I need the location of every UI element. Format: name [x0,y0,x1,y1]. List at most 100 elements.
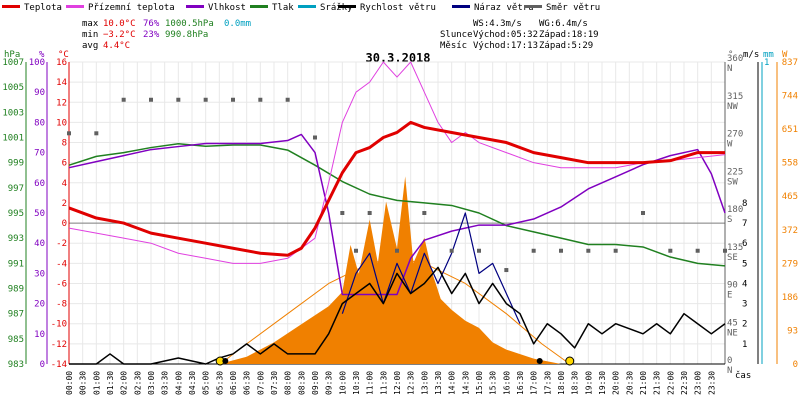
temperature-tick-label: 12 [56,98,67,108]
direction-tick-label: 135 [727,243,743,253]
humidity-tick-label: 80 [34,118,45,128]
stats-max-press: 1000.5hPa [165,19,214,29]
legend-label: Teplota [24,3,62,13]
astro-block: WS:4.3m/s WG:6.4m/s Slunce Východ:05:32 … [440,19,599,51]
x-tick-label: 05:00 [202,371,211,395]
pressure-tick-label: 999 [8,159,24,169]
solar-tick-label: 465 [782,192,798,202]
temperature-tick-label: 8 [62,139,67,149]
wind-direction-point [176,97,181,102]
wind-direction-point [695,248,700,253]
x-tick-label: 17:30 [543,371,552,395]
wind-direction-point [367,211,372,215]
wind-direction-point [723,248,727,253]
solar-tick-label: 279 [782,259,798,269]
solar-tick-label: 651 [782,125,798,135]
pressure-tick-label: 1007 [2,58,24,68]
wind-direction-point [641,211,645,215]
wind-direction-point [449,248,454,253]
legend-swatch [2,5,20,8]
solar-tick-label: 558 [782,159,798,169]
direction-tick-name: NE [727,328,738,338]
legend-label: Náraz větru [474,3,534,13]
legend-swatch [186,5,204,8]
stats-max-temp: 10.0°C [103,19,136,29]
sunset-marker [565,356,575,366]
x-tick-label: 14:00 [448,371,457,395]
x-tick-label: 02:00 [120,371,129,395]
pressure-tick-label: 1003 [2,108,24,118]
humidity-tick-label: 70 [34,149,45,159]
unit-rain: mm [763,50,774,60]
wind-tick-label: 3 [742,300,747,310]
stats-avg-temp: 4.4°C [103,41,130,51]
wind-tick-label: 8 [742,199,747,209]
plot-area [67,61,727,366]
wind-direction-point [477,248,481,253]
humidity-tick-label: 10 [34,330,45,340]
direction-tick-name: S [727,215,732,225]
wind-direction-point [258,97,263,102]
unit-direction: ° [728,50,733,60]
legend-swatch [452,5,470,8]
direction-tick-name: SE [727,253,738,263]
unit-humidity: % [39,50,45,60]
wind-tick-label: 4 [742,279,747,289]
x-tick-label: 03:00 [147,371,156,395]
direction-tick-name: NW [727,102,738,112]
humidity-tick-label: 90 [34,88,45,98]
x-tick-label: 23:30 [707,371,716,395]
legend-label: Směr větru [546,3,600,13]
wind-direction-point [559,248,563,253]
stats-min-temp: −3.2°C [103,30,136,40]
wind-direction-point [121,97,126,102]
solar-tick-label: 93 [787,326,798,336]
x-tick-label: 09:00 [311,371,320,395]
legend-swatch [66,5,84,8]
solar-tick-label: 372 [782,226,798,236]
x-tick-label: 17:00 [530,371,539,395]
x-tick-label: 16:00 [502,371,511,395]
unit-time: čas [735,370,751,381]
pressure-tick-label: 987 [8,310,24,320]
x-tick-label: 02:30 [133,371,142,395]
x-tick-label: 19:00 [584,371,593,395]
humidity-tick-label: 30 [34,269,45,279]
x-tick-label: 14:30 [461,371,470,395]
temperature-tick-label: -10 [51,320,67,330]
humidity-tick-label: 60 [34,179,45,189]
temperature-tick-label: -14 [51,360,67,370]
wind-ws: WS:4.3m/s [473,19,522,29]
unit-temperature: °C [58,50,69,60]
direction-tick-label: 225 [727,167,743,177]
pressure-tick-label: 985 [8,335,24,345]
x-tick-label: 12:00 [393,371,402,395]
x-tick-label: 10:00 [338,371,347,395]
x-tick-label: 21:00 [639,371,648,395]
x-tick-label: 20:30 [625,371,634,395]
stats-min-hum: 23% [143,30,160,40]
wind-direction-point [313,135,317,140]
sun-set: Západ:18:19 [539,30,599,40]
solar-tick-label: 0 [793,360,798,370]
pressure-tick-label: 995 [8,209,24,219]
time-axis: 00:00 00:30 01:00 01:30 02:00 02:30 03:00 03:30… [65,371,716,395]
temperature-tick-label: 16 [56,58,67,68]
x-tick-label: 00:00 [65,371,74,395]
legend-label: Srážky [320,3,353,13]
legend-swatch [524,5,542,8]
temperature-tick-label: -12 [51,340,67,350]
wind-direction-point [285,97,290,102]
direction-tick-name: N [727,64,732,74]
pressure-tick-label: 1005 [2,83,24,93]
x-tick-label: 15:30 [489,371,498,395]
x-tick-label: 22:00 [666,371,675,395]
wind-tick-label: 6 [742,239,747,249]
x-tick-label: 08:00 [284,371,293,395]
wind-direction-point [504,268,509,273]
humidity-tick-label: 100 [29,58,45,68]
rain-tick-label: 1 [764,58,769,68]
direction-tick-label: 0 [727,356,732,366]
direction-tick-name: N [727,366,732,376]
